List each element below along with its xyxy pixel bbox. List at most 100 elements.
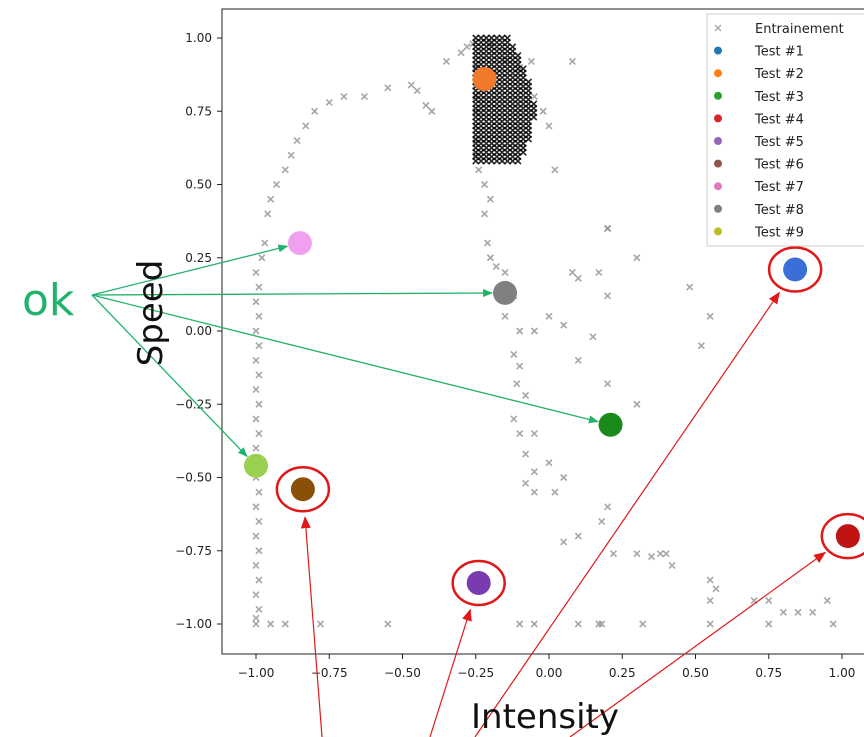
ok-arrow bbox=[91, 294, 599, 424]
training-point bbox=[568, 268, 577, 276]
training-point bbox=[281, 166, 289, 174]
training-point bbox=[551, 488, 559, 496]
training-point bbox=[598, 620, 606, 628]
test-point-test-9 bbox=[244, 453, 268, 478]
annotation-arrows bbox=[91, 244, 826, 737]
legend-item: Test #2 bbox=[714, 67, 804, 82]
training-point bbox=[530, 620, 538, 628]
training-point bbox=[551, 166, 559, 174]
training-point bbox=[267, 620, 275, 628]
training-point bbox=[656, 550, 664, 558]
training-point bbox=[252, 614, 260, 622]
x-tick-label: 0.00 bbox=[536, 666, 563, 680]
legend-label: Test #4 bbox=[754, 112, 804, 127]
legend-item: Test #4 bbox=[714, 112, 804, 127]
y-tick-label: −1.00 bbox=[175, 617, 212, 631]
training-point bbox=[604, 380, 612, 388]
ok-arrow bbox=[91, 244, 289, 296]
training-point bbox=[255, 283, 263, 291]
training-point bbox=[325, 98, 333, 107]
training-point bbox=[255, 605, 263, 613]
y-axis-title: Speed bbox=[131, 260, 171, 367]
training-point bbox=[765, 596, 773, 605]
training-point bbox=[428, 107, 436, 115]
y-tick-label: 1.00 bbox=[185, 31, 212, 45]
training-point bbox=[604, 224, 612, 233]
legend-label: Test #1 bbox=[754, 45, 804, 60]
legend-item: Test #8 bbox=[714, 203, 804, 218]
training-point bbox=[589, 333, 597, 341]
training-point bbox=[255, 400, 263, 408]
training-point bbox=[255, 312, 263, 320]
x-tick-label: −0.25 bbox=[457, 666, 494, 680]
ok-arrow bbox=[91, 294, 248, 458]
training-point bbox=[255, 488, 263, 496]
x-tick-label: −1.00 bbox=[238, 666, 275, 680]
training-point bbox=[829, 620, 837, 628]
y-tick-label: −0.75 bbox=[175, 544, 212, 558]
training-point bbox=[272, 180, 281, 189]
training-point bbox=[287, 151, 295, 159]
training-point bbox=[794, 608, 802, 616]
training-point bbox=[668, 561, 676, 569]
training-point bbox=[574, 532, 582, 540]
legend-label: Test #8 bbox=[754, 203, 804, 218]
training-point bbox=[475, 166, 483, 174]
anomaly-circle bbox=[767, 246, 823, 293]
anomaly-circles bbox=[275, 246, 864, 607]
training-point-dense bbox=[477, 34, 485, 42]
test-point-test-5 bbox=[466, 570, 491, 595]
training-point bbox=[360, 93, 368, 101]
anomaly-circle bbox=[275, 465, 331, 513]
training-point bbox=[252, 561, 260, 569]
ok-arrow bbox=[91, 289, 494, 298]
training-point bbox=[595, 268, 603, 276]
y-tick-label: −0.25 bbox=[175, 397, 212, 411]
training-point-dense bbox=[503, 34, 511, 42]
training-point bbox=[697, 342, 705, 350]
legend-item: Test #6 bbox=[714, 158, 804, 173]
training-point bbox=[779, 608, 787, 616]
training-point bbox=[252, 503, 260, 511]
training-point bbox=[252, 620, 260, 628]
anomaly-arrow bbox=[569, 551, 826, 737]
training-point bbox=[302, 122, 310, 130]
legend-marker bbox=[714, 69, 722, 78]
training-point bbox=[521, 479, 530, 487]
training-point bbox=[527, 57, 535, 66]
training-point bbox=[545, 312, 553, 320]
training-point-dense bbox=[472, 34, 480, 42]
test-point-test-8 bbox=[493, 280, 518, 305]
training-point bbox=[281, 620, 289, 628]
y-tick-label: 0.00 bbox=[185, 324, 212, 338]
training-point bbox=[706, 312, 714, 320]
legend-label: Test #6 bbox=[754, 158, 804, 173]
training-point bbox=[422, 101, 430, 109]
legend-item: Test #7 bbox=[714, 180, 804, 195]
legend-label: Entrainement bbox=[755, 22, 844, 37]
training-point bbox=[463, 43, 471, 51]
test-point-test-3 bbox=[598, 412, 623, 437]
training-point bbox=[501, 312, 509, 320]
training-point bbox=[252, 268, 260, 276]
training-point bbox=[384, 620, 392, 628]
y-tick-label: 0.75 bbox=[185, 104, 212, 118]
x-tick-label: 0.50 bbox=[682, 666, 709, 680]
training-point bbox=[706, 596, 714, 605]
training-point bbox=[560, 473, 568, 482]
training-point bbox=[516, 429, 524, 438]
training-point bbox=[442, 57, 451, 66]
anomaly-arrow bbox=[300, 516, 323, 737]
training-point bbox=[560, 538, 568, 546]
training-point bbox=[457, 49, 465, 57]
training-point bbox=[521, 450, 530, 458]
test-point-test-6 bbox=[290, 477, 315, 502]
legend-label: Test #9 bbox=[754, 225, 804, 240]
training-point bbox=[384, 84, 392, 92]
training-point-dense bbox=[488, 34, 496, 42]
training-point bbox=[604, 292, 612, 300]
training-point bbox=[252, 298, 260, 306]
x-axis-ticks: −1.00 −0.75 −0.50 −0.25 0.00 0.25 0.50 0.75 1.00 bbox=[238, 654, 855, 680]
training-point bbox=[639, 620, 647, 628]
